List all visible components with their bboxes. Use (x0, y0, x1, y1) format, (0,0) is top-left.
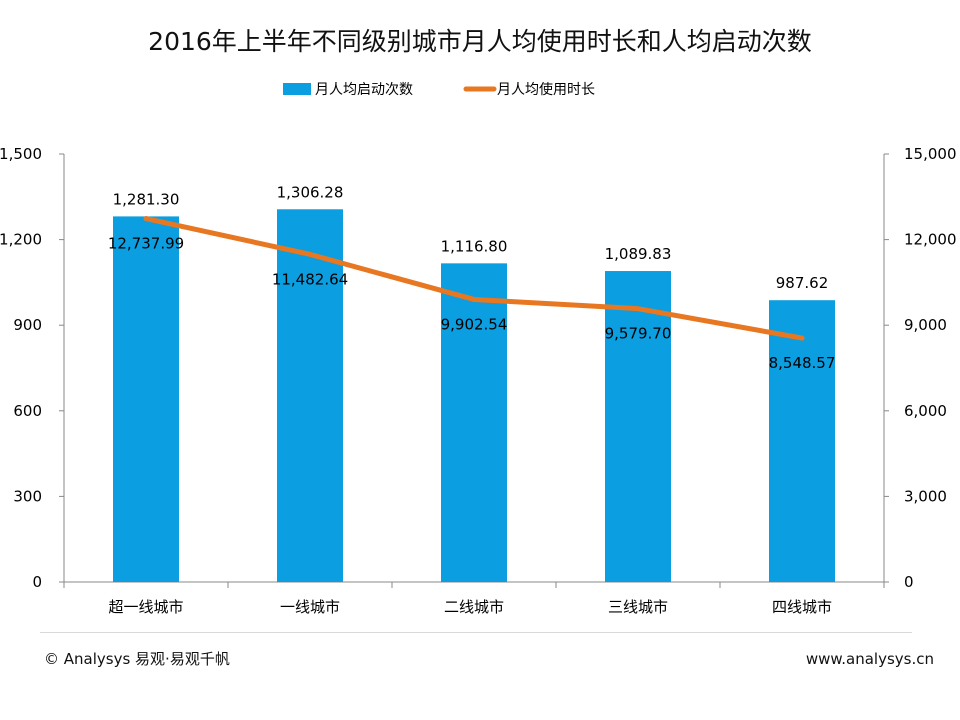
bar-5 (769, 300, 835, 582)
line-point-1 (144, 217, 148, 221)
line-data-label: 12,737.99 (108, 235, 184, 253)
bar-data-label: 1,281.30 (113, 190, 180, 208)
left-axis-tick-label: 1,200 (0, 231, 42, 249)
category-label: 四线城市 (772, 598, 832, 616)
bar-data-label: 1,089.83 (605, 245, 672, 263)
legend-bar-swatch (283, 83, 311, 95)
line-point-2 (308, 252, 312, 256)
line-point-3 (472, 297, 476, 301)
left-axis-tick-label: 600 (13, 402, 42, 420)
bar-4 (605, 271, 671, 582)
left-axis-tick-label: 1,500 (0, 145, 42, 163)
left-axis-tick-label: 300 (13, 487, 42, 505)
category-label: 三线城市 (608, 598, 668, 616)
copyright-text: © Analysys 易观·易观千帆 (44, 650, 230, 668)
right-axis-tick-label: 3,000 (904, 487, 947, 505)
category-label: 二线城市 (444, 598, 504, 616)
right-axis-tick-label: 9,000 (904, 316, 947, 334)
bar-data-label: 1,306.28 (277, 183, 344, 201)
line-data-label: 9,579.70 (605, 325, 672, 343)
bar-2 (277, 209, 343, 582)
bar-1 (113, 216, 179, 582)
legend-line-label: 月人均使用时长 (497, 81, 595, 98)
line-data-label: 11,482.64 (272, 270, 348, 288)
right-axis-tick-label: 6,000 (904, 402, 947, 420)
category-label: 一线城市 (280, 598, 340, 616)
footer-divider (40, 632, 912, 633)
bar-data-label: 987.62 (776, 274, 829, 292)
right-axis-tick-label: 12,000 (904, 231, 957, 249)
chart-title: 2016年上半年不同级别城市月人均使用时长和人均启动次数 (148, 27, 812, 56)
line-point-4 (636, 307, 640, 311)
right-axis-tick-label: 0 (904, 573, 914, 591)
line-point-5 (800, 336, 804, 340)
line-data-label: 8,548.57 (769, 354, 836, 372)
bar-data-label: 1,116.80 (441, 237, 508, 255)
website-text: www.analysys.cn (805, 650, 934, 668)
left-axis-tick-label: 900 (13, 316, 42, 334)
left-axis-tick-label: 0 (32, 573, 42, 591)
category-label: 超一线城市 (108, 598, 183, 616)
line-data-label: 9,902.54 (441, 315, 508, 333)
legend-bar-label: 月人均启动次数 (315, 82, 413, 98)
bar-3 (441, 263, 507, 582)
right-axis-tick-label: 15,000 (904, 145, 957, 163)
